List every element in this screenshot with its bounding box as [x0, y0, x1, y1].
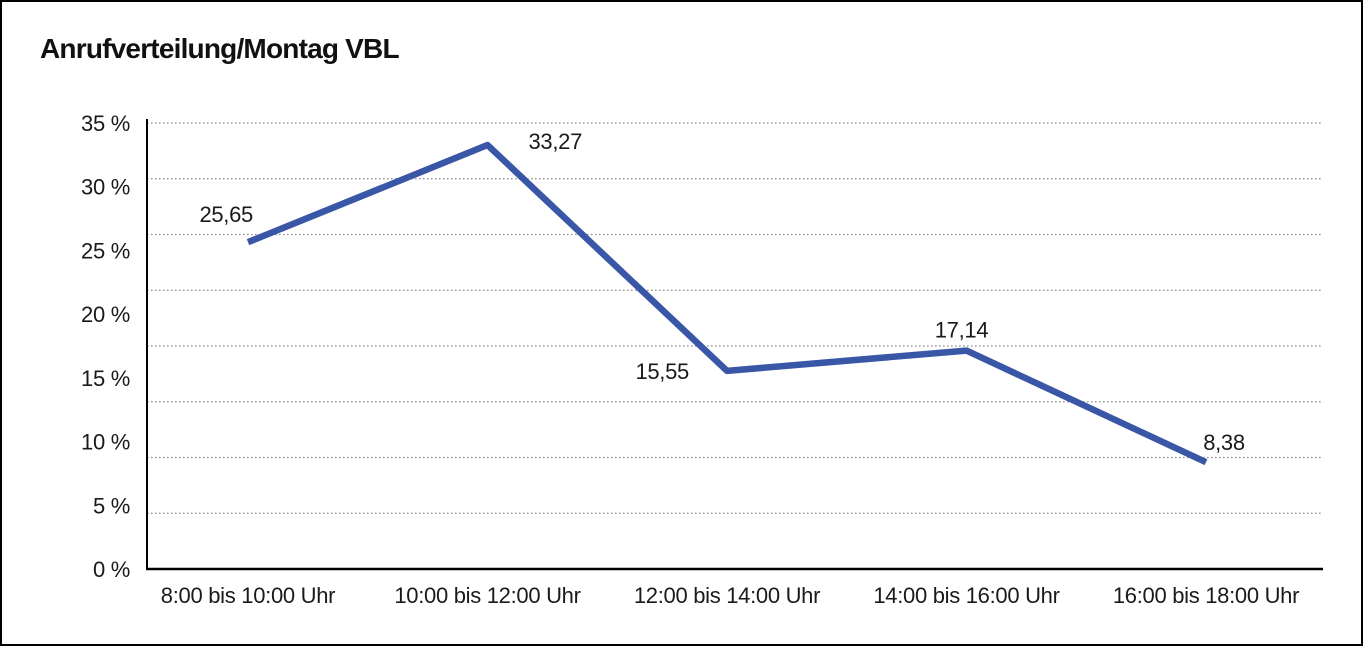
- x-category-label: 14:00 bis 16:00 Uhr: [873, 583, 1059, 608]
- chart-title: Anrufverteilung/Montag VBL: [40, 33, 400, 64]
- x-category-label: 8:00 bis 10:00 Uhr: [161, 583, 335, 608]
- data-series-line: [246, 141, 1208, 466]
- data-point-labels: 25,65 33,27 15,55 17,14 8,38: [199, 129, 1245, 455]
- y-tick-label: 25 %: [81, 238, 130, 263]
- series-line: [246, 141, 1208, 466]
- y-tick-label: 15 %: [81, 366, 130, 391]
- axes: [146, 119, 1323, 571]
- x-category-label: 12:00 bis 14:00 Uhr: [634, 583, 820, 608]
- y-axis-tick-labels: 0 % 5 % 10 % 15 % 20 % 25 % 30 % 35 %: [81, 111, 130, 582]
- data-point-label: 17,14: [935, 318, 989, 343]
- gridlines: [147, 122, 1323, 514]
- data-point-label: 15,55: [635, 359, 689, 384]
- y-tick-label: 30 %: [81, 175, 130, 200]
- y-tick-label: 35 %: [81, 111, 130, 136]
- y-tick-label: 10 %: [81, 430, 130, 455]
- y-tick-label: 20 %: [81, 302, 130, 327]
- data-point-label: 25,65: [199, 202, 253, 227]
- y-tick-label: 5 %: [93, 493, 130, 518]
- x-category-label: 16:00 bis 18:00 Uhr: [1113, 583, 1299, 608]
- x-category-label: 10:00 bis 12:00 Uhr: [394, 583, 580, 608]
- data-point-label: 8,38: [1203, 430, 1245, 455]
- data-point-label: 33,27: [529, 129, 583, 154]
- x-axis-category-labels: 8:00 bis 10:00 Uhr 10:00 bis 12:00 Uhr 12:…: [161, 583, 1300, 608]
- y-tick-label: 0 %: [93, 557, 130, 582]
